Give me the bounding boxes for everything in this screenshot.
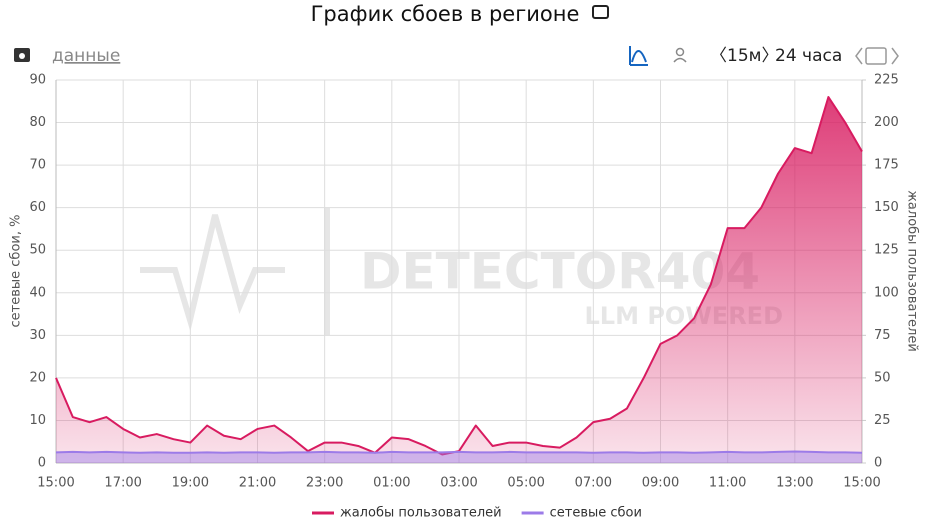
- range-arrows[interactable]: [855, 47, 899, 65]
- series-area: [56, 451, 862, 463]
- x-tick-label: 13:00: [776, 476, 813, 491]
- x-tick-label: 11:00: [709, 476, 746, 491]
- interval-select[interactable]: 〈15м〉: [710, 46, 778, 66]
- series-area: [56, 97, 862, 464]
- camera-lens: [19, 53, 25, 59]
- y-tick-label: 10: [29, 413, 46, 428]
- range-select[interactable]: 24 часа: [775, 46, 842, 66]
- x-tick-label: 21:00: [239, 476, 276, 491]
- y2-tick-label: 50: [874, 370, 891, 385]
- x-tick-label: 05:00: [507, 476, 544, 491]
- x-tick-label: 15:00: [843, 476, 880, 491]
- y-tick-label: 0: [38, 456, 46, 471]
- x-tick-label: 03:00: [440, 476, 477, 491]
- y-tick-label: 80: [29, 115, 46, 130]
- y2-tick-label: 175: [874, 158, 899, 173]
- y2-tick-label: 200: [874, 115, 899, 130]
- calendar-icon[interactable]: [865, 47, 887, 65]
- y2-tick-label: 125: [874, 243, 899, 258]
- data-link[interactable]: данные: [52, 46, 120, 66]
- chart-type-icon[interactable]: [629, 46, 648, 66]
- user-icon-body: [673, 57, 687, 63]
- series-line: [55, 450, 863, 454]
- y-tick-label: 70: [29, 158, 46, 173]
- legend-label: сетевые сбои: [550, 506, 642, 521]
- y2-tick-label: 100: [874, 285, 899, 300]
- y-tick-label: 90: [29, 73, 46, 88]
- x-tick-label: 09:00: [642, 476, 679, 491]
- watermark-brand: DETECTOR404: [360, 243, 760, 301]
- y-tick-label: 20: [29, 370, 46, 385]
- x-tick-label: 23:00: [306, 476, 343, 491]
- legend-label: жалобы пользователей: [340, 506, 502, 521]
- y2-tick-label: 75: [874, 328, 891, 343]
- y2-tick-label: 150: [874, 200, 899, 215]
- x-tick-label: 01:00: [373, 476, 410, 491]
- y-tick-label: 50: [29, 243, 46, 258]
- chart-title: График сбоев в регионе: [311, 2, 580, 26]
- y2-tick-label: 0: [874, 456, 882, 471]
- y2-axis-title: жалобы пользователей: [905, 190, 920, 352]
- x-tick-label: 07:00: [575, 476, 612, 491]
- user-icon[interactable]: [675, 47, 685, 57]
- monitor-icon: [592, 5, 609, 19]
- x-tick-label: 17:00: [104, 476, 141, 491]
- watermark-logo: [140, 208, 330, 335]
- y-tick-label: 30: [29, 328, 46, 343]
- x-tick-label: 19:00: [172, 476, 209, 491]
- y-tick-label: 60: [29, 200, 46, 215]
- y-tick-label: 40: [29, 285, 46, 300]
- x-tick-label: 15:00: [37, 476, 74, 491]
- y2-tick-label: 225: [874, 73, 899, 88]
- y2-tick-label: 25: [874, 413, 891, 428]
- y-axis-title: сетевые сбои, %: [9, 215, 24, 328]
